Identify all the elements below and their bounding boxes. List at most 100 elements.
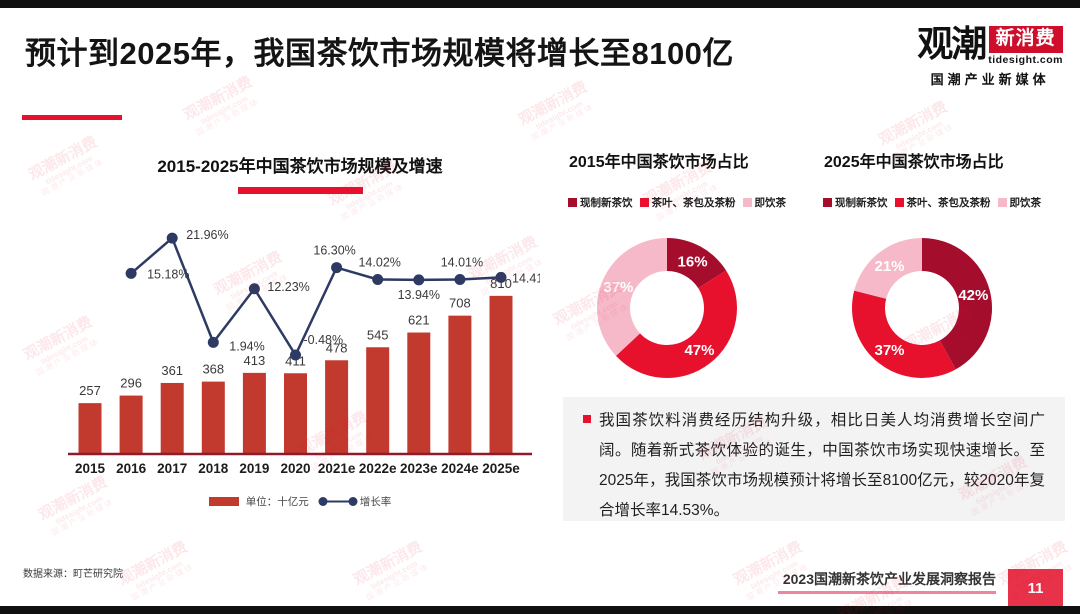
- growth-point: [372, 273, 384, 285]
- logo-name: 观潮: [917, 23, 987, 64]
- bar: [366, 347, 390, 453]
- bar-value-label: 257: [79, 383, 101, 398]
- legend-label: 茶叶、茶包及茶粉: [906, 197, 991, 209]
- bar: [160, 382, 184, 453]
- donut-2015-section: 2015年中国茶饮市场占比 现制新茶饮 茶叶、茶包及茶粉 即饮茶 16% 47% 37%: [563, 148, 815, 398]
- x-axis-label: 2018: [198, 461, 229, 476]
- growth-point-label: 15.18%: [147, 267, 189, 281]
- donut-slice: [667, 238, 727, 289]
- growth-point-label: 14.41%: [512, 271, 540, 285]
- x-axis-labels: 2015 2016 2017 2018 2019 2020 2021e 2022e 2023e 2…: [75, 461, 520, 476]
- bar-value-label: 810: [490, 276, 512, 291]
- x-axis-label: 2017: [157, 461, 187, 476]
- legend-label: 现制新茶饮: [835, 197, 888, 209]
- page-title: 预计到2025年，我国茶饮市场规模将增长至8100亿: [25, 36, 734, 71]
- bar-value-label: 411: [285, 353, 306, 368]
- legend-label: 即饮茶: [1009, 197, 1042, 209]
- growth-point: [125, 267, 137, 279]
- x-axis-label: 2022e: [359, 461, 397, 476]
- bar-value-label: 478: [326, 340, 348, 355]
- logo-badge: 新消费: [988, 26, 1063, 53]
- top-bar: [0, 0, 1080, 8]
- report-title: 2023国潮新茶饮产业发展洞察报告: [782, 571, 996, 587]
- growth-point-label: -0.48%: [304, 333, 344, 347]
- donut-legend-item: 茶叶、茶包及茶粉: [639, 195, 736, 210]
- bar-chart-title-underline: [237, 187, 363, 194]
- bar-line-chart-section: 257 296 361 368 413 411 478 545 621 708 810 2015 201…: [60, 148, 540, 523]
- bar: [407, 332, 431, 453]
- x-axis-label: 2023e: [400, 461, 438, 476]
- logo: 观潮 新消费 tidesight.com 国潮产业新媒体: [917, 26, 1063, 88]
- growth-point-label: 14.02%: [358, 255, 400, 269]
- growth-point-label: 14.01%: [441, 256, 483, 270]
- growth-point: [207, 336, 219, 348]
- growth-point-label: 1.94%: [229, 339, 264, 353]
- legend-growth-symbol: [318, 497, 358, 506]
- bar-value-labels: 257 296 361 368 413 411 478 545 621 708 810: [79, 276, 512, 398]
- donut-slice: [854, 238, 922, 299]
- legend-swatch: [997, 198, 1007, 207]
- x-axis-label: 2020: [280, 461, 310, 476]
- donut-slice-label: 47%: [684, 342, 714, 359]
- donut-slice-label: 42%: [958, 287, 988, 304]
- page-number-badge: 11: [1008, 569, 1063, 607]
- bar-value-label: 368: [202, 362, 224, 377]
- growth-point: [454, 274, 466, 286]
- legend-label: 即饮茶: [754, 197, 787, 209]
- donut-legend-item: 现制新茶饮: [568, 195, 633, 210]
- donut-slice-label: 37%: [875, 342, 905, 359]
- legend-unit-label: 单位：十亿元: [245, 496, 309, 508]
- donut-slice-label: 21%: [875, 258, 905, 275]
- growth-point: [495, 271, 507, 283]
- bar-value-label: 621: [408, 313, 430, 328]
- bar-line-chart-svg: 257 296 361 368 413 411 478 545 621 708 810 2015 201…: [68, 228, 540, 476]
- donut-2015-svg: 16% 47% 37%: [597, 238, 737, 378]
- growth-point: [290, 349, 301, 361]
- legend-growth-label: 增长率: [359, 496, 392, 508]
- donut-slice-label: 37%: [603, 279, 633, 296]
- x-axis-label: 2016: [116, 461, 147, 476]
- donut-2015-title: 2015年中国茶饮市场占比: [569, 154, 749, 171]
- x-axis-label: 2019: [239, 461, 269, 476]
- legend-swatch: [639, 198, 649, 207]
- growth-point: [331, 262, 343, 274]
- legend-swatch: [568, 198, 577, 207]
- growth-point-label: 12.23%: [267, 280, 309, 294]
- growth-point: [248, 283, 260, 295]
- bar: [78, 403, 102, 453]
- donut-2025-svg: 42% 37% 21%: [852, 238, 992, 378]
- title-underline: [22, 115, 122, 120]
- donut-slice: [615, 270, 737, 378]
- bar: [284, 373, 307, 453]
- legend-unit-swatch: [208, 497, 239, 506]
- bar-value-label: 708: [449, 296, 471, 311]
- legend-swatch: [894, 198, 904, 207]
- bar-chart-legend: 单位：十亿元 增长率: [60, 494, 540, 509]
- growth-line: [130, 235, 502, 358]
- growth-point: [166, 232, 178, 244]
- donut-2025-title: 2025年中国茶饮市场占比: [824, 154, 1004, 171]
- logo-domain: tidesight.com: [988, 53, 1063, 66]
- bar: [119, 395, 143, 453]
- bar: [489, 295, 513, 453]
- bar-value-label: 296: [120, 376, 142, 391]
- bar-value-label: 361: [161, 363, 183, 378]
- donut-slice: [597, 238, 667, 356]
- report-title-underline: [778, 591, 996, 594]
- x-axis-label: 2021e: [318, 461, 356, 476]
- bar: [201, 381, 225, 453]
- growth-point-label: 16.30%: [313, 244, 355, 258]
- x-axis-label: 2025e: [482, 461, 520, 476]
- bar-value-label: 545: [367, 327, 389, 342]
- legend-label: 现制新茶饮: [580, 197, 633, 209]
- legend-label: 茶叶、茶包及茶粉: [651, 197, 736, 209]
- logo-tagline: 国潮产业新媒体: [930, 71, 1050, 87]
- bar: [242, 372, 266, 453]
- donut-2025-legend: 现制新茶饮 茶叶、茶包及茶粉 即饮茶: [818, 195, 1070, 210]
- donut-legend-item: 现制新茶饮: [823, 195, 888, 210]
- donut-slice-label: 16%: [678, 254, 708, 271]
- donut-legend-item: 茶叶、茶包及茶粉: [894, 195, 991, 210]
